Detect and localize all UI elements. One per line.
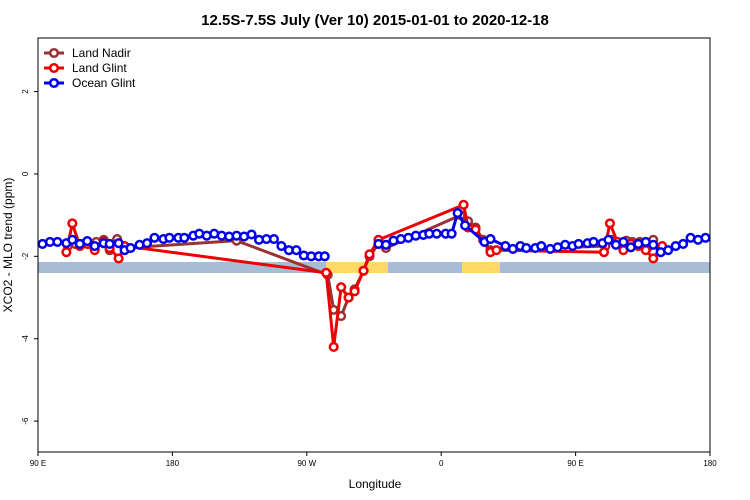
series-point xyxy=(431,228,442,239)
series-point xyxy=(343,292,354,303)
series-point xyxy=(460,220,471,231)
series-point xyxy=(67,218,78,229)
series-point xyxy=(82,236,93,247)
series-point xyxy=(291,245,302,256)
y-tick-label: -4 xyxy=(21,335,30,343)
series-point xyxy=(336,282,347,293)
series-point xyxy=(604,218,615,229)
series-point xyxy=(349,286,360,297)
legend-marker xyxy=(48,47,60,59)
series-point xyxy=(179,232,190,243)
series-point xyxy=(319,251,330,262)
series-point xyxy=(61,247,72,258)
legend-marker xyxy=(48,77,60,89)
plot-marks xyxy=(37,199,711,353)
series-point xyxy=(141,238,153,249)
series-point xyxy=(125,243,136,254)
series-point xyxy=(648,239,659,250)
y-tick-label: 2 xyxy=(21,89,30,94)
series-point xyxy=(328,341,339,353)
y-tick-label: 0 xyxy=(21,171,30,176)
series-point xyxy=(358,265,369,276)
plot-frame xyxy=(37,37,711,453)
series-point xyxy=(268,233,279,245)
series-point xyxy=(640,245,651,256)
chart-title: 12.5S-7.5S July (Ver 10) 2015-01-01 to 2… xyxy=(201,12,549,29)
series-point xyxy=(67,234,78,245)
x-axis-label: Longitude xyxy=(349,477,402,491)
x-tick-label: 180 xyxy=(166,459,180,468)
legend-label: Land Nadir xyxy=(72,46,131,60)
y-axis-label: XCO2 - MLO trend (ppm) xyxy=(1,178,15,313)
series-point xyxy=(521,243,532,254)
series-point xyxy=(491,245,502,256)
series-point xyxy=(149,232,160,243)
series-point xyxy=(663,245,674,256)
series-point xyxy=(618,236,629,247)
x-tick-label: 180 xyxy=(703,459,717,468)
y-tick-label: -2 xyxy=(21,252,30,260)
series-point xyxy=(588,236,599,247)
x-tick-label: 90 E xyxy=(567,459,583,468)
series-point xyxy=(364,249,375,260)
series-point xyxy=(573,238,584,250)
series-point xyxy=(598,247,610,258)
legend-label: Land Glint xyxy=(72,61,127,75)
x-tick-label: 0 xyxy=(439,459,444,468)
series-point xyxy=(380,239,391,250)
series-point xyxy=(246,229,257,240)
series-point xyxy=(276,240,287,252)
series-point xyxy=(89,240,100,252)
series-point xyxy=(458,199,469,210)
series-point xyxy=(321,267,332,278)
legend-marker xyxy=(48,62,60,74)
x-tick-label: 90 E xyxy=(30,459,46,468)
series-point xyxy=(678,238,689,250)
land-ocean-band xyxy=(38,262,710,273)
series-point xyxy=(113,238,124,249)
legend-label: Ocean Glint xyxy=(72,76,136,90)
land-band xyxy=(326,262,388,273)
series-point xyxy=(446,228,457,239)
series-point xyxy=(52,236,63,247)
x-tick-label: 90 W xyxy=(297,459,316,468)
land-band xyxy=(462,262,500,273)
series-line xyxy=(64,202,664,348)
series-point xyxy=(485,233,496,245)
series-point xyxy=(164,232,175,243)
y-tick-label: -6 xyxy=(21,417,30,425)
series-point xyxy=(104,238,115,250)
series-point xyxy=(452,208,463,219)
series-point xyxy=(113,253,124,264)
series-point xyxy=(603,234,614,245)
series-point xyxy=(700,232,711,243)
series-point xyxy=(648,253,659,264)
series-point xyxy=(536,240,547,252)
